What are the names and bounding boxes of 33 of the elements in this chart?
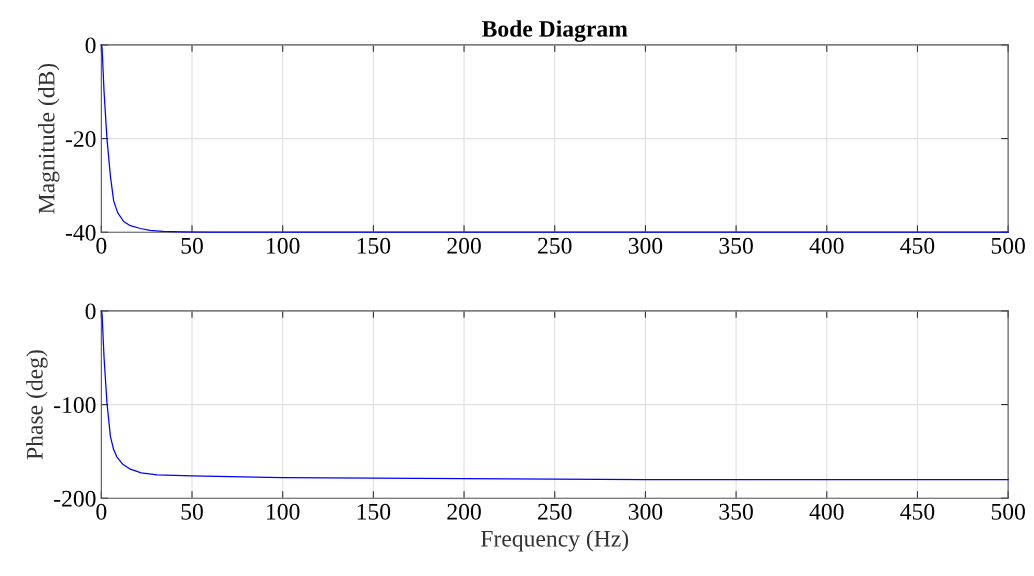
- x-tick-label: 50: [181, 237, 203, 254]
- y-tick-label: -200: [54, 490, 96, 507]
- x-tick-label: 0: [96, 237, 107, 254]
- chart-title: Bode Diagram: [482, 20, 628, 42]
- y-tick-label: -100: [54, 397, 96, 413]
- x-axis-title: Frequency (Hz): [481, 530, 629, 552]
- y-tick-label: 0: [85, 303, 96, 320]
- x-tick-label: 300: [628, 503, 663, 520]
- x-tick-label: 400: [809, 237, 844, 254]
- y-axis-title: Magnitude (dB): [37, 63, 60, 214]
- x-tick-label: 500: [991, 503, 1025, 520]
- x-tick-label: 50: [181, 503, 203, 520]
- x-tick-label: 350: [719, 503, 753, 520]
- x-tick-label: 250: [538, 237, 572, 254]
- y-tick-label: -20: [65, 131, 96, 148]
- x-tick-label: 0: [96, 503, 107, 520]
- x-tick-label: 100: [267, 237, 300, 254]
- x-tick-label: 150: [357, 237, 391, 254]
- x-tick-label: 450: [900, 237, 935, 254]
- x-tick-label: 200: [447, 237, 481, 254]
- y-axis-title: Phase (deg): [26, 350, 48, 460]
- x-tick-label: 450: [900, 503, 935, 520]
- x-tick-label: 500: [991, 237, 1025, 254]
- y-tick-label: -40: [65, 224, 96, 241]
- x-tick-label: 100: [267, 503, 300, 520]
- x-tick-label: 400: [809, 503, 844, 520]
- x-tick-label: 300: [628, 237, 663, 254]
- x-tick-label: 150: [357, 503, 391, 520]
- x-tick-label: 200: [447, 503, 481, 520]
- x-tick-label: 350: [719, 237, 753, 254]
- y-tick-label: 0: [85, 37, 96, 54]
- line-series: [100, 44, 1009, 233]
- x-tick-label: 250: [538, 503, 572, 520]
